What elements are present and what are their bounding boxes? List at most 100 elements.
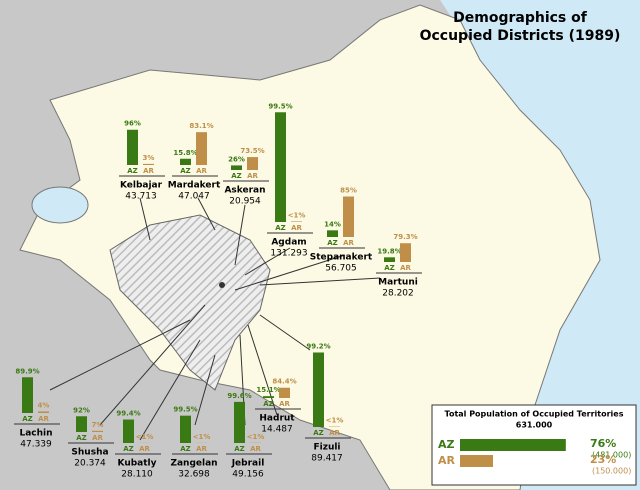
population: 47.047 [178, 192, 210, 202]
bar [92, 430, 103, 432]
percent-label: 19.8% [377, 247, 401, 255]
series-label: AR [343, 239, 354, 247]
bar [275, 112, 286, 222]
percent-label: 83.1% [189, 122, 213, 130]
district-name: Askeran [224, 186, 265, 196]
district-name: Mardakert [168, 181, 221, 191]
bar [247, 157, 258, 170]
population: 56.705 [325, 264, 357, 274]
percent-label: 99.4% [116, 410, 140, 418]
percent-label: <1% [136, 433, 154, 441]
series-label: AR [279, 400, 290, 408]
district-name: Stepanakert [310, 253, 373, 263]
bar [38, 411, 49, 413]
population: 32.698 [178, 470, 210, 480]
population: 14.487 [261, 425, 293, 435]
bar [384, 257, 395, 262]
series-label: AZ [127, 167, 138, 175]
percent-label: 92% [73, 406, 90, 414]
percent-label: 26% [228, 155, 245, 163]
district-name: Jebrail [231, 459, 265, 469]
district-name: Lachin [19, 429, 52, 439]
capital [219, 282, 225, 288]
total-bar [460, 439, 566, 451]
percent-label: 89.9% [15, 367, 39, 375]
total-bar [460, 455, 493, 467]
series-label: AZ [76, 434, 87, 442]
bar [76, 416, 87, 432]
series-label: AZ [275, 224, 286, 232]
series-label: AR [196, 445, 207, 453]
percent-label: 99.5% [268, 102, 292, 110]
percent-label: 7% [92, 421, 104, 429]
percent-label: 99.2% [306, 342, 330, 350]
series-label: AZ [180, 167, 191, 175]
percent-label: 4% [38, 401, 50, 409]
district-name: Kubatly [118, 459, 157, 469]
percent-label: 85% [340, 187, 357, 195]
leader-lines [49, 197, 381, 441]
percent-label: 15.1% [256, 386, 280, 394]
series-label: AZ [234, 445, 245, 453]
percent-label: 14% [324, 220, 341, 228]
percent-label: 73.5% [240, 147, 264, 155]
percent-label: 79.3% [393, 233, 417, 241]
bar [279, 387, 290, 398]
land [19, 4, 601, 490]
series-label: AZ [123, 445, 134, 453]
total-percent: 23% [590, 453, 616, 466]
series-label: AR [196, 167, 207, 175]
bar [180, 415, 191, 443]
series-label: AR [291, 224, 302, 232]
bar [22, 377, 33, 413]
population: 47.339 [20, 440, 52, 450]
total-series-label: AR [438, 454, 456, 467]
bar [291, 221, 302, 222]
population: 43.713 [125, 192, 157, 202]
bar [196, 132, 207, 165]
total-count: (150.000) [592, 467, 631, 476]
percent-label: 15.8% [173, 149, 197, 157]
district-name: Agdam [271, 238, 306, 248]
bar [234, 401, 245, 443]
sea [440, 0, 640, 490]
series-label: AZ [180, 445, 191, 453]
series-label: AR [92, 434, 103, 442]
percent-label: 3% [143, 154, 155, 162]
percent-label: <1% [288, 211, 306, 219]
series-label: AR [250, 445, 261, 453]
population: 20.374 [74, 459, 106, 469]
series-label: AZ [384, 264, 395, 272]
district-name: Kelbajar [120, 181, 163, 191]
series-label: AR [143, 167, 154, 175]
series-label: AR [329, 429, 340, 437]
population: 28.110 [121, 470, 153, 480]
percent-label: <1% [326, 417, 344, 425]
bar [127, 129, 138, 165]
lake [31, 186, 89, 224]
series-label: AR [139, 445, 150, 453]
bar [343, 196, 354, 237]
total-count: (481.000) [592, 451, 631, 460]
series-label: AR [38, 415, 49, 423]
percent-label: 84.4% [272, 378, 296, 386]
occupied-area [109, 214, 271, 391]
series-label: AZ [263, 400, 274, 408]
bar [123, 419, 134, 443]
percent-label: 99.6% [227, 392, 251, 400]
series-label: AR [247, 172, 258, 180]
bar [143, 163, 154, 165]
bar [400, 243, 411, 262]
total-population: 631.000 [516, 421, 553, 430]
percent-label: <1% [247, 433, 265, 441]
bar [231, 165, 242, 170]
bar [180, 158, 191, 165]
title: Demographics of Occupied Districts (1989) [420, 10, 621, 44]
bar [327, 230, 338, 237]
district-name: Shusha [71, 448, 108, 458]
percent-label: 96% [124, 120, 141, 128]
district-name: Hadrut [259, 414, 295, 424]
district-name: Fizuli [313, 443, 340, 453]
population: 131.293 [270, 249, 307, 259]
